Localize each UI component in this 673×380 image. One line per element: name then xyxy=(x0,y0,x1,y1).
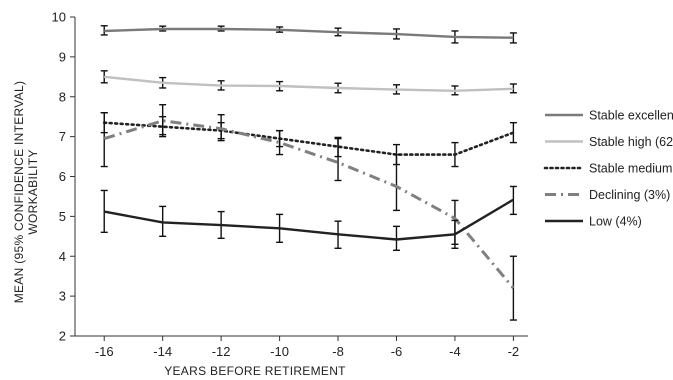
legend-item: Low (4%) xyxy=(545,215,642,229)
legend-label: Low (4%) xyxy=(589,215,642,229)
legend-label: Stable excellent (7%) xyxy=(589,109,673,123)
legend-item: Declining (3%) xyxy=(545,188,670,202)
series-1 xyxy=(100,25,517,44)
legend-label: Declining (3%) xyxy=(589,188,670,202)
x-tick-label: -6 xyxy=(391,344,403,359)
x-tick-label: -12 xyxy=(212,344,231,359)
legend-item: Stable medium (24%) xyxy=(543,162,673,176)
y-tick-label: 7 xyxy=(59,129,66,144)
series-4 xyxy=(100,104,517,321)
legend-item: Stable high (62%) xyxy=(545,135,673,149)
series-line xyxy=(104,75,514,93)
x-tick-label: -10 xyxy=(270,344,289,359)
series-line xyxy=(102,121,515,156)
y-tick-label: 2 xyxy=(59,329,66,344)
axes xyxy=(70,16,528,341)
y-axis-title-line-2: WORKABILITY xyxy=(26,149,40,234)
x-tick-label: -4 xyxy=(449,344,461,359)
legend-item: Stable excellent (7%) xyxy=(545,109,673,123)
tick-labels: 2 3 4 5 6 7 8 9 10 -16 -14 -12 -10 -8 -6 -4 -2 xyxy=(52,10,520,360)
y-tick-label: 8 xyxy=(59,89,66,104)
x-axis-title: YEARS BEFORE RETIREMENT xyxy=(164,364,346,378)
y-tick-label: 3 xyxy=(59,289,66,304)
legend-label: Stable medium (24%) xyxy=(589,162,673,176)
legend: Stable excellent (7%) Stable high (62%) St… xyxy=(543,109,673,229)
y-tick-label: 6 xyxy=(59,169,66,184)
x-tick-label: -14 xyxy=(153,344,172,359)
legend-label: Stable high (62%) xyxy=(589,135,673,149)
y-tick-label: 4 xyxy=(59,249,66,264)
series-line xyxy=(103,119,515,290)
x-tick-label: -2 xyxy=(508,344,520,359)
series-5 xyxy=(100,185,517,251)
y-axis-title-line-1: MEAN (95% CONFIDENCE INTERVAL) xyxy=(12,81,26,304)
y-tick-label: 5 xyxy=(59,209,66,224)
x-tick-label: -16 xyxy=(95,344,114,359)
series-line xyxy=(103,198,515,241)
y-tick-label: 10 xyxy=(52,10,66,25)
y-tick-label: 9 xyxy=(59,49,66,64)
x-tick-label: -8 xyxy=(332,344,344,359)
series-line xyxy=(104,27,514,39)
series-layer xyxy=(100,25,517,321)
series-2 xyxy=(100,70,517,96)
